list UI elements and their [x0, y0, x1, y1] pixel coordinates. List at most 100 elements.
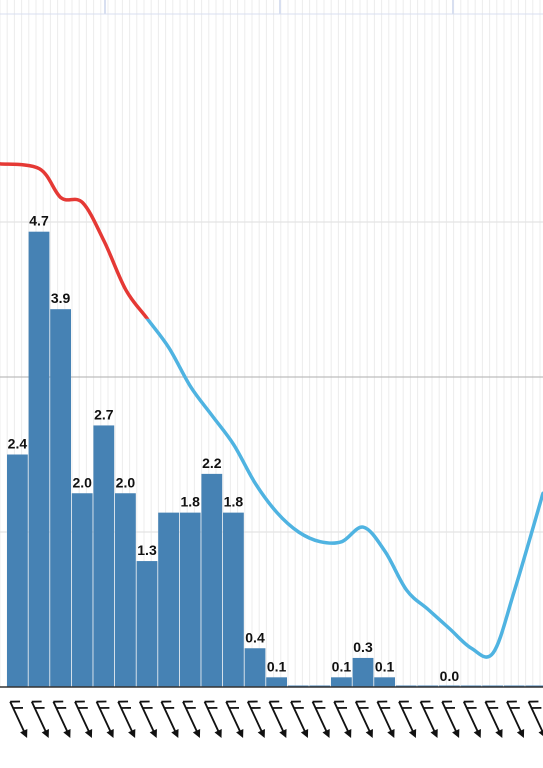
barb-arrowhead	[63, 728, 71, 738]
data-label: 2.0	[116, 474, 136, 490]
barb-arrowhead	[257, 728, 265, 738]
wind-barb-icon	[333, 700, 352, 738]
wind-barb-icon	[462, 700, 481, 738]
barb-flag	[74, 700, 85, 703]
bar	[50, 309, 71, 687]
wind-barb-icon	[52, 700, 71, 738]
barb-flag	[485, 700, 496, 703]
barb-flag	[506, 700, 517, 703]
barb-arrowhead	[236, 728, 244, 738]
wind-barb-row	[9, 700, 543, 738]
data-labels: 2.44.73.92.02.72.01.31.82.21.80.40.1 0.10…	[8, 213, 460, 684]
barb-staff	[246, 701, 264, 735]
wind-barb-icon	[268, 700, 287, 738]
barb-flag	[53, 700, 64, 703]
wind-barb-icon	[484, 700, 503, 738]
bar	[179, 512, 201, 687]
barb-arrowhead	[149, 728, 157, 738]
wind-barb-icon	[376, 700, 395, 738]
data-label: 2.2	[202, 455, 222, 471]
wind-barb-icon	[354, 700, 373, 738]
barb-flag	[77, 706, 88, 709]
data-label: 2.0	[72, 474, 92, 490]
trend-line-series	[0, 162, 543, 659]
barb-flag	[182, 700, 193, 703]
barb-flag	[164, 706, 175, 709]
data-label: 0.1	[332, 658, 352, 674]
wind-barb-icon	[398, 700, 417, 738]
barb-flag	[377, 700, 388, 703]
barb-flag	[334, 700, 345, 703]
wind-barb-icon	[419, 700, 438, 738]
data-label: 0.3	[353, 639, 373, 655]
barb-arrowhead	[430, 728, 438, 738]
barb-flag	[463, 700, 474, 703]
data-label: 0.1	[267, 658, 287, 674]
barb-arrowhead	[300, 728, 309, 738]
barb-staff	[182, 701, 200, 735]
barb-staff	[462, 701, 480, 735]
barb-staff	[95, 701, 113, 735]
barb-arrowhead	[322, 728, 330, 738]
bar-series	[0, 231, 543, 688]
barb-flag	[142, 706, 153, 709]
barb-staff	[376, 701, 394, 735]
wind-barb-icon	[9, 700, 28, 738]
barb-arrowhead	[495, 728, 503, 738]
bar	[71, 493, 93, 687]
barb-staff	[30, 701, 48, 735]
barb-arrowhead	[279, 728, 287, 738]
barb-staff	[527, 701, 543, 735]
barb-flag	[34, 706, 45, 709]
barb-flag	[401, 706, 412, 709]
barb-flag	[185, 706, 196, 709]
wind-barb-icon	[160, 700, 179, 738]
barb-arrowhead	[128, 728, 136, 738]
barb-arrowhead	[516, 728, 525, 738]
barb-flag	[56, 706, 67, 709]
barb-staff	[117, 701, 135, 735]
barb-flag	[423, 706, 434, 709]
bar	[115, 493, 136, 687]
barb-flag	[442, 700, 453, 703]
barb-staff	[74, 701, 92, 735]
wind-barb-icon	[117, 700, 136, 738]
barb-flag	[139, 700, 150, 703]
barb-staff	[138, 701, 156, 735]
wind-barb-icon	[95, 700, 114, 738]
barb-staff	[354, 701, 372, 735]
barb-staff	[484, 701, 502, 735]
wind-barb-icon	[182, 700, 201, 738]
data-label: 0.0	[440, 668, 460, 684]
data-label: 1.8	[180, 494, 200, 510]
barb-arrowhead	[473, 728, 481, 738]
data-label: 1.8	[224, 494, 244, 510]
barb-staff	[9, 701, 27, 735]
bar	[28, 231, 50, 687]
barb-staff	[52, 701, 70, 735]
barb-flag	[528, 700, 539, 703]
barb-flag	[229, 706, 240, 709]
barb-flag	[121, 706, 132, 709]
wind-barb-icon	[138, 700, 157, 738]
barb-staff	[311, 701, 329, 735]
barb-arrowhead	[365, 728, 373, 738]
barb-arrowhead	[171, 728, 179, 738]
bar	[244, 648, 266, 687]
barb-arrowhead	[41, 728, 49, 738]
barb-flag	[226, 700, 237, 703]
wind-barb-icon	[225, 700, 244, 738]
data-label: 4.7	[29, 213, 49, 229]
barb-flag	[531, 706, 542, 709]
barb-arrowhead	[20, 728, 28, 738]
barb-flag	[290, 700, 301, 703]
barb-staff	[333, 701, 351, 735]
barb-arrowhead	[192, 728, 201, 738]
bar	[374, 677, 395, 687]
bar	[223, 512, 244, 687]
barb-flag	[358, 706, 369, 709]
barb-flag	[272, 706, 283, 709]
barb-flag	[293, 706, 304, 709]
wind-barb-icon	[441, 700, 460, 738]
bar	[352, 657, 374, 687]
